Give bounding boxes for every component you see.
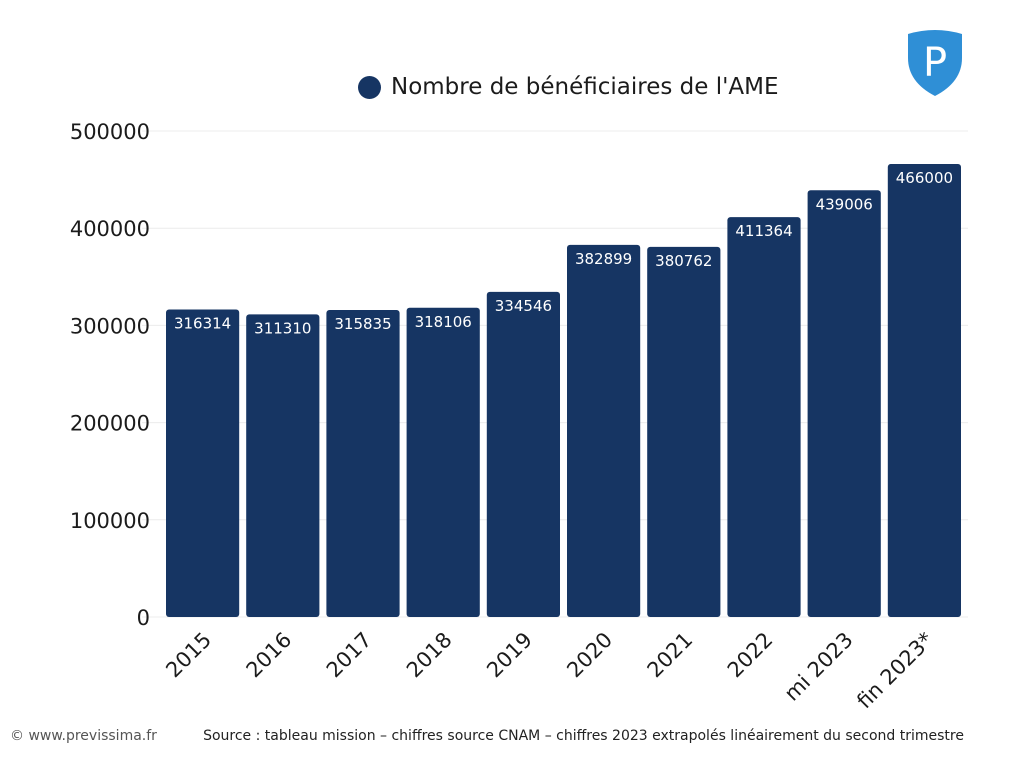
bar xyxy=(567,244,641,617)
x-tick-label: fin 2023* xyxy=(852,628,938,714)
bar xyxy=(326,310,400,617)
legend-label: Nombre de bénéficiaires de l'AME xyxy=(391,74,779,100)
x-tick-label: 2017 xyxy=(322,628,377,683)
bar xyxy=(647,246,721,617)
bar-value-label: 315835 xyxy=(334,315,391,333)
x-tick-label: 2016 xyxy=(242,628,297,683)
y-tick-label: 400000 xyxy=(70,217,150,241)
bar xyxy=(727,217,801,618)
y-tick-label: 300000 xyxy=(70,314,150,338)
x-tick-label: 2019 xyxy=(482,628,537,683)
logo-letter: P xyxy=(923,40,947,86)
bar-value-label: 439006 xyxy=(816,195,873,213)
bar-value-label: 311310 xyxy=(254,319,311,337)
legend-marker xyxy=(358,75,381,99)
x-tick-label: 2022 xyxy=(723,628,778,683)
bar xyxy=(807,190,881,617)
bar-value-label: 382899 xyxy=(575,250,632,268)
bar-value-label: 466000 xyxy=(896,169,953,187)
shield-logo-icon: P xyxy=(908,30,962,96)
y-tick-label: 100000 xyxy=(70,509,150,533)
x-tick-label: 2015 xyxy=(161,628,216,683)
y-tick-label: 200000 xyxy=(70,412,150,436)
bar-value-label: 318106 xyxy=(415,313,472,331)
bar-value-label: 316314 xyxy=(174,315,231,333)
y-tick-label: 500000 xyxy=(70,120,150,144)
x-tick-label: 2020 xyxy=(562,628,617,683)
x-tick-label: 2018 xyxy=(402,628,457,683)
x-tick-label: 2021 xyxy=(643,628,698,683)
x-tick-label: mi 2023 xyxy=(780,628,858,706)
bar-value-label: 411364 xyxy=(735,222,792,240)
bar xyxy=(486,291,560,617)
chart-legend: Nombre de bénéficiaires de l'AME xyxy=(358,74,779,100)
bar-value-label: 334546 xyxy=(495,297,552,315)
source-text: Source : tableau mission – chiffres sour… xyxy=(203,728,964,744)
bar xyxy=(166,309,240,617)
copyright-text: © www.previssima.fr xyxy=(10,728,157,744)
bar xyxy=(887,164,961,617)
bar xyxy=(406,307,480,617)
previssima-logo: P xyxy=(904,28,966,102)
y-tick-label: 0 xyxy=(137,606,150,630)
bar xyxy=(246,314,320,617)
bar-value-label: 380762 xyxy=(655,252,712,270)
